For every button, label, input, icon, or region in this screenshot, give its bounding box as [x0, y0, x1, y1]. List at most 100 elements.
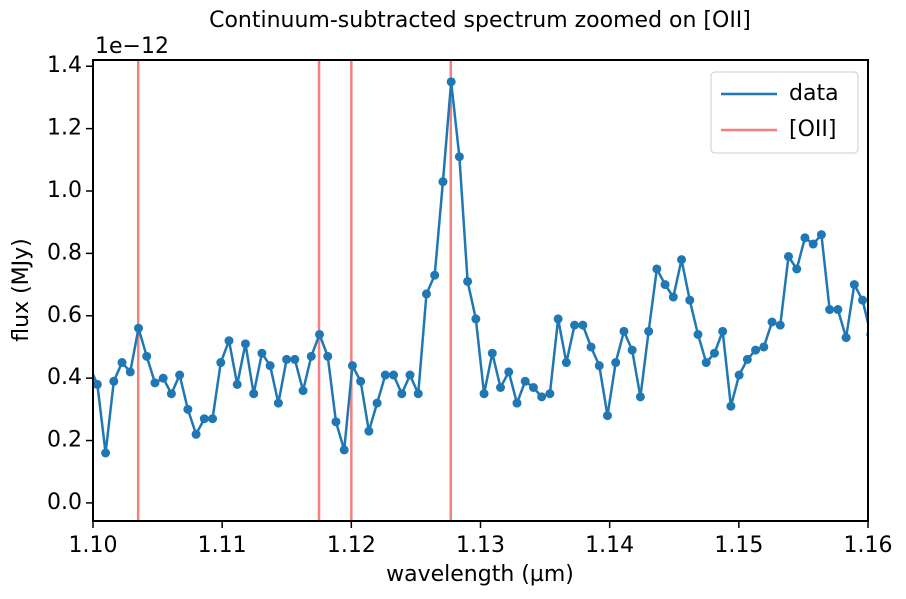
data-point	[726, 401, 736, 411]
data-point	[158, 373, 168, 383]
data-point	[619, 326, 629, 336]
data-point	[520, 376, 530, 386]
data-point	[101, 448, 111, 458]
data-point	[512, 398, 522, 408]
data-point	[446, 77, 456, 87]
chart-title: Continuum-subtracted spectrum zoomed on …	[209, 8, 751, 33]
data-point	[208, 414, 218, 424]
data-point	[142, 351, 152, 361]
x-tick-label: 1.11	[198, 533, 247, 558]
data-point	[117, 358, 127, 368]
data-point	[751, 345, 761, 355]
y-tick-label: 0.2	[47, 428, 82, 453]
x-tick-label: 1.14	[585, 533, 634, 558]
data-point	[545, 389, 555, 399]
x-tick-label: 1.16	[844, 533, 893, 558]
data-point	[709, 348, 719, 358]
y-axis-label: flux (MJy)	[9, 238, 34, 341]
data-point	[183, 404, 193, 414]
data-point	[792, 264, 802, 274]
data-point	[273, 398, 283, 408]
data-point	[191, 429, 201, 439]
data-point	[150, 378, 160, 388]
y-tick-label: 1.0	[47, 178, 82, 203]
data-point	[479, 389, 489, 399]
data-point	[430, 270, 440, 280]
y-tick-label: 0.4	[47, 365, 82, 390]
legend-box	[710, 71, 859, 154]
data-point	[858, 295, 868, 305]
data-point	[109, 376, 119, 386]
data-point	[841, 333, 851, 343]
data-point	[849, 280, 859, 290]
data-point	[594, 361, 604, 371]
data-point	[240, 339, 250, 349]
data-point	[816, 230, 826, 240]
data-point	[471, 314, 481, 324]
y-tick-label: 0.6	[47, 303, 82, 328]
data-point	[339, 445, 349, 455]
data-point	[389, 370, 399, 380]
data-point	[685, 295, 695, 305]
data-point	[570, 320, 580, 330]
data-point	[578, 320, 588, 330]
data-point	[504, 367, 514, 377]
offset-label: 1e−12	[95, 34, 169, 59]
data-point	[125, 367, 135, 377]
data-point	[199, 414, 209, 424]
data-point	[718, 326, 728, 336]
data-point	[693, 329, 703, 339]
data-point	[660, 280, 670, 290]
data-point	[635, 392, 645, 402]
data-point	[175, 370, 185, 380]
x-tick-label: 1.15	[714, 533, 763, 558]
data-point	[372, 398, 382, 408]
data-point	[586, 342, 596, 352]
data-point	[405, 370, 415, 380]
data-point	[668, 292, 678, 302]
data-point	[315, 329, 325, 339]
data-point	[397, 389, 407, 399]
data-point	[463, 276, 473, 286]
data-point	[742, 354, 752, 364]
data-point	[166, 389, 176, 399]
data-point	[561, 358, 571, 368]
plot-area	[93, 60, 868, 521]
data-point	[775, 320, 785, 330]
data-point	[224, 336, 234, 346]
data-point	[652, 264, 662, 274]
data-point	[701, 358, 711, 368]
data-point	[808, 239, 818, 249]
data-point	[133, 323, 143, 333]
data-point	[759, 342, 769, 352]
data-point	[438, 177, 448, 187]
data-point	[833, 305, 843, 315]
data-point	[611, 358, 621, 368]
data-point	[767, 317, 777, 327]
data-point	[825, 305, 835, 315]
data-point	[290, 354, 300, 364]
data-point	[627, 345, 637, 355]
data-point	[298, 386, 308, 396]
y-tick-label: 1.2	[47, 116, 82, 141]
data-point	[331, 417, 341, 427]
data-point	[602, 411, 612, 421]
data-point	[734, 370, 744, 380]
x-tick-label: 1.12	[327, 533, 376, 558]
data-point	[553, 314, 563, 324]
data-point	[356, 376, 366, 386]
data-point	[216, 358, 226, 368]
data-point	[364, 426, 374, 436]
data-point	[800, 233, 810, 243]
data-point	[783, 252, 793, 262]
x-tick-label: 1.10	[69, 533, 118, 558]
legend-label: [OII]	[789, 117, 836, 142]
data-point	[496, 383, 506, 393]
data-point	[282, 354, 292, 364]
data-point	[537, 392, 547, 402]
y-tick-label: 0.8	[47, 240, 82, 265]
y-tick-label: 1.4	[47, 53, 82, 78]
data-point	[413, 389, 423, 399]
data-point	[257, 348, 267, 358]
